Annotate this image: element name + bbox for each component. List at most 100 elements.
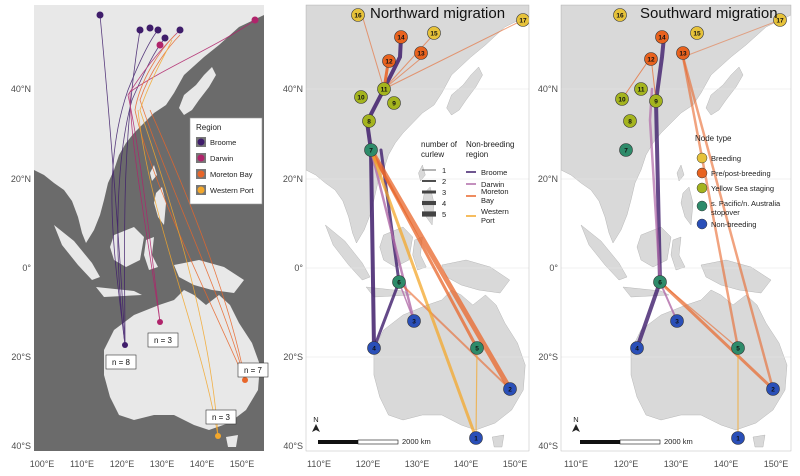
node-label: 4 <box>635 345 639 352</box>
south-y-tick-label: 0° <box>549 263 558 273</box>
node-marker <box>392 275 406 289</box>
node-label: 17 <box>519 17 527 24</box>
north-x-axis: 110°E 120°E 130°E 140°E 150°E <box>307 459 527 469</box>
north-count-legend: number of curlew 1 2 3 4 5 <box>421 140 458 219</box>
node-label: 10 <box>618 96 626 103</box>
breeding-points <box>96 11 259 49</box>
node-label: 9 <box>654 98 658 105</box>
node-label: 16 <box>616 12 624 19</box>
svg-text:Non-breeding: Non-breeding <box>466 140 514 149</box>
node-label: 11 <box>638 86 645 93</box>
legend-swatch <box>197 186 205 194</box>
region-legend-label: Western <box>481 207 509 216</box>
node-type-swatch <box>696 182 708 194</box>
north-x-tick-label: 150°E <box>503 459 528 469</box>
node-marker <box>676 46 690 60</box>
legend-label: Broome <box>210 138 236 147</box>
node-marker <box>503 382 517 396</box>
svg-text:2000 km: 2000 km <box>664 437 693 446</box>
region-legend-label: Moreton <box>481 187 509 196</box>
node-label: 8 <box>628 118 632 125</box>
node-marker <box>427 26 441 40</box>
node-label: 10 <box>357 94 365 101</box>
node-type-swatch <box>696 200 708 212</box>
node-marker <box>351 8 365 22</box>
node-marker <box>362 114 376 128</box>
south-x-tick-label: 150°E <box>764 459 789 469</box>
node-marker <box>382 54 396 68</box>
count-labels: n = 8 n = 3 n = 7 n = 3 <box>105 332 269 425</box>
north-y-tick-label: 20°N <box>283 174 303 184</box>
node-type-label: Yellow Sea staging <box>711 184 774 193</box>
left-y-tick-label: 20°S <box>11 352 31 362</box>
count-legend-label: 2 <box>442 177 446 186</box>
node-label: 4 <box>372 345 376 352</box>
north-x-tick-label: 120°E <box>356 459 381 469</box>
svg-text:N: N <box>313 415 318 424</box>
node-marker <box>630 341 644 355</box>
legend-label: Moreton Bay <box>210 170 253 179</box>
node-label: 8 <box>367 118 371 125</box>
region-legend-label: Broome <box>481 168 507 177</box>
node-type-label: stopover <box>711 208 740 217</box>
count-label-broome: n = 8 <box>112 358 131 367</box>
svg-text:N: N <box>573 415 578 424</box>
node-label: 6 <box>397 279 401 286</box>
node-marker <box>653 275 667 289</box>
node-marker <box>634 82 648 96</box>
node-marker <box>377 82 391 96</box>
left-x-tick-label: 110°E <box>70 459 94 469</box>
node-marker <box>469 431 483 445</box>
south-y-tick-label: 40°N <box>538 84 558 94</box>
left-y-tick-label: 40°S <box>11 441 31 451</box>
left-legend: Region Broome Darwin Moreton Bay Western Po… <box>189 117 263 205</box>
legend-swatch <box>197 154 205 162</box>
node-label: 5 <box>736 345 740 352</box>
north-scale: N 2000 km <box>312 415 431 446</box>
south-y-axis: 40°N 20°N 0° 20°S 40°S <box>538 84 559 451</box>
count-label-darwin: n = 3 <box>154 336 173 345</box>
south-x-tick-label: 140°E <box>714 459 739 469</box>
node-label: 3 <box>412 318 416 325</box>
count-label-moreton: n = 7 <box>244 366 263 375</box>
north-y-axis: 40°N 20°N 0° 20°S 40°S <box>283 84 304 451</box>
node-marker <box>387 96 401 110</box>
node-marker <box>766 382 780 396</box>
left-y-axis: 40°N 20°N 0° 20°S 40°S <box>11 84 32 451</box>
svg-text:region: region <box>466 150 488 159</box>
south-legend: Node type Breeding Pre/post-breeding Yello… <box>695 134 781 230</box>
north-x-tick-label: 130°E <box>405 459 430 469</box>
svg-text:2000 km: 2000 km <box>402 437 431 446</box>
broome-point <box>122 342 128 348</box>
north-x-tick-label: 140°E <box>454 459 479 469</box>
node-marker <box>644 52 658 66</box>
node-marker <box>470 341 484 355</box>
node-label: 1 <box>736 435 740 442</box>
left-x-tick-label: 120°E <box>110 459 135 469</box>
legend-swatch <box>197 138 205 146</box>
svg-text:number of: number of <box>421 140 458 149</box>
node-label: 14 <box>397 34 405 41</box>
node-type-label: Non-breeding <box>711 220 756 229</box>
node-marker <box>649 94 663 108</box>
svg-text:Node type: Node type <box>695 134 732 143</box>
node-label: 2 <box>508 386 512 393</box>
north-y-tick-label: 0° <box>294 263 303 273</box>
node-marker <box>731 431 745 445</box>
node-label: 7 <box>369 147 373 154</box>
node-marker <box>394 30 408 44</box>
node-marker <box>364 143 378 157</box>
node-label: 14 <box>658 34 666 41</box>
left-y-tick-label: 20°N <box>11 174 31 184</box>
south-y-tick-label: 20°N <box>538 174 558 184</box>
node-type-label: Breeding <box>711 154 741 163</box>
node-label: 6 <box>658 279 662 286</box>
south-x-tick-label: 130°E <box>664 459 689 469</box>
node-label: 1 <box>474 435 478 442</box>
left-x-axis: 100°E 110°E 120°E 130°E 140°E 150°E <box>30 459 255 469</box>
left-x-tick-label: 140°E <box>190 459 215 469</box>
left-x-tick-label: 130°E <box>150 459 175 469</box>
node-marker <box>670 314 684 328</box>
